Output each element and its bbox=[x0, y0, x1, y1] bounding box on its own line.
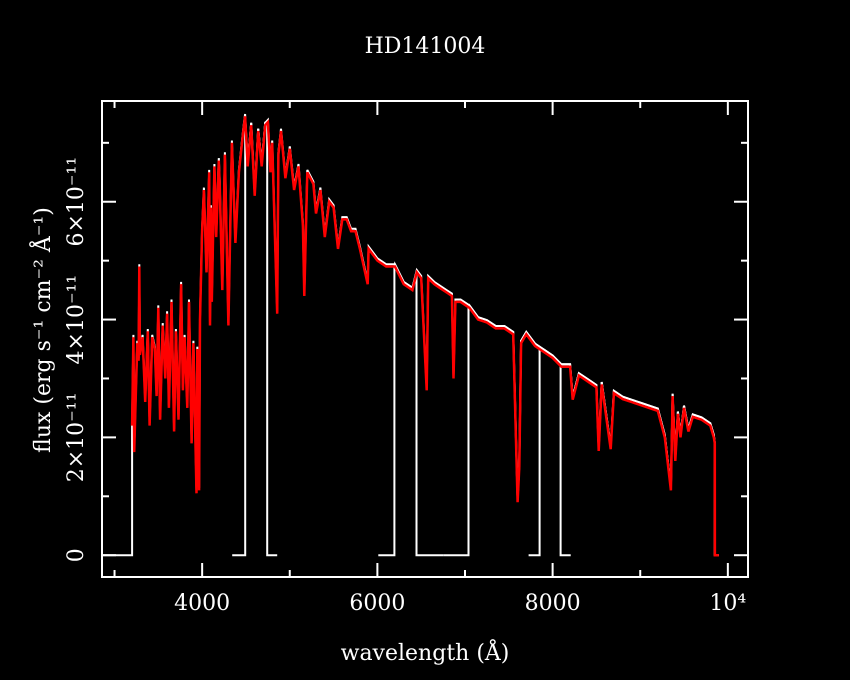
y-tick-label: 0 bbox=[64, 548, 89, 562]
x-axis-label: wavelength (Å) bbox=[341, 638, 510, 666]
red-spectrum bbox=[130, 116, 719, 557]
y-axis-label: flux (erg s⁻¹ cm⁻² Å⁻¹) bbox=[28, 207, 56, 453]
x-tick-label: 8000 bbox=[525, 591, 581, 616]
plot-frame bbox=[101, 100, 749, 578]
y-tick-label: 4×10⁻¹¹ bbox=[64, 275, 89, 365]
axes bbox=[101, 100, 749, 578]
x-tick-label: 4000 bbox=[174, 591, 230, 616]
y-tick-label: 6×10⁻¹¹ bbox=[64, 157, 89, 247]
chart-title: HD141004 bbox=[365, 34, 486, 59]
x-tick-label: 10⁴ bbox=[709, 591, 746, 616]
x-tick-label: 6000 bbox=[349, 591, 405, 616]
white-spectrum-segment bbox=[528, 347, 719, 557]
tick-labels: 4000 6000 8000 10⁴ 0 2×10⁻¹¹ 4×10⁻¹¹ 6×10⁻¹¹ bbox=[64, 157, 746, 616]
y-tick-label: 2×10⁻¹¹ bbox=[64, 393, 89, 483]
red-spectrum-line bbox=[130, 116, 719, 557]
